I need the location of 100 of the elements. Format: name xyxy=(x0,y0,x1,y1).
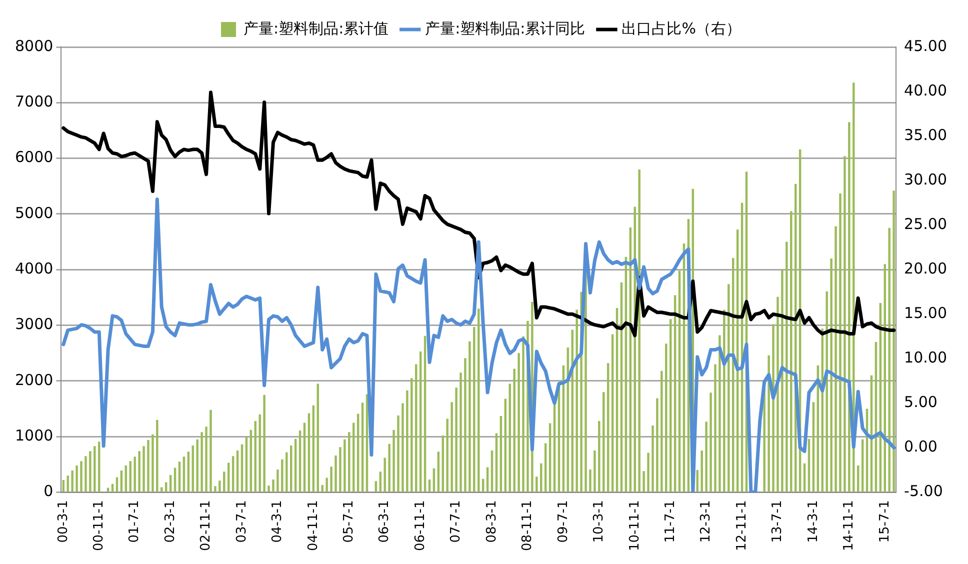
y-tick-label: 6000 xyxy=(14,148,54,166)
bar xyxy=(410,378,413,492)
y2-tick-label: 15.00 xyxy=(904,304,948,322)
y2-tick-label: 0.00 xyxy=(904,438,938,456)
bar xyxy=(406,390,408,492)
bar xyxy=(402,403,404,492)
y-tick-label: 5000 xyxy=(14,204,54,222)
x-tick-label: 14-11-1 xyxy=(842,500,857,552)
x-tick-label: 06-11-1 xyxy=(412,500,428,552)
y2-tick-label: 30.00 xyxy=(904,170,948,188)
bar xyxy=(281,459,284,492)
x-tick-label: 00-11-1 xyxy=(92,500,106,552)
bar xyxy=(147,440,150,492)
y-tick-label: 2000 xyxy=(14,370,54,389)
bar xyxy=(210,410,212,492)
bar xyxy=(602,392,605,492)
bar xyxy=(169,475,172,492)
bar xyxy=(468,341,471,492)
bar xyxy=(437,452,440,492)
bar xyxy=(790,211,792,492)
bar xyxy=(518,353,520,492)
bar xyxy=(508,384,511,492)
bar xyxy=(705,422,708,492)
bar xyxy=(71,470,74,492)
bar xyxy=(388,444,390,492)
legend-label: 产量:塑料制品:累计同比 xyxy=(425,19,586,38)
bar xyxy=(152,434,154,492)
bar xyxy=(536,476,538,492)
x-tick-label: 09-7-1 xyxy=(556,500,571,543)
bar xyxy=(308,413,310,492)
bar xyxy=(223,472,226,492)
bar xyxy=(656,398,658,492)
legend-label: 出口占比%（右） xyxy=(622,19,741,38)
bar xyxy=(178,462,181,492)
bar xyxy=(642,471,645,492)
x-tick-label: 02-11-1 xyxy=(198,500,214,552)
x-tick-label: 05-7-1 xyxy=(342,500,357,543)
bar xyxy=(312,405,315,492)
bar xyxy=(263,394,266,492)
bar xyxy=(232,456,234,492)
bar xyxy=(490,450,494,492)
bar xyxy=(326,478,328,492)
bar xyxy=(245,436,248,492)
bar xyxy=(272,479,274,492)
bar xyxy=(348,432,350,492)
x-tick-label: 15-7-1 xyxy=(877,500,892,543)
bar xyxy=(182,456,186,492)
bar xyxy=(334,456,337,492)
x-tick-label: 10-3-1 xyxy=(592,500,607,543)
bar xyxy=(339,447,342,492)
bar xyxy=(844,156,846,492)
bar xyxy=(486,467,489,492)
bar xyxy=(464,358,466,492)
bar xyxy=(700,450,703,492)
x-tick-label: 00-3-1 xyxy=(56,500,71,543)
y-tick-label: 3000 xyxy=(14,315,54,334)
bar xyxy=(84,456,87,492)
y2-tick-label: 20.00 xyxy=(904,260,948,278)
y-tick-label: 4000 xyxy=(14,260,54,278)
bar xyxy=(290,446,292,492)
y2-tick-label: 35.00 xyxy=(904,126,948,144)
bar xyxy=(652,425,654,492)
bar xyxy=(786,242,788,492)
bar xyxy=(714,364,716,492)
bar xyxy=(164,482,168,492)
y-tick-label: 8000 xyxy=(14,36,54,55)
bar xyxy=(718,335,721,492)
bar xyxy=(856,466,860,492)
y2-tick-label: 5.00 xyxy=(904,393,938,412)
bar xyxy=(522,336,524,492)
bar xyxy=(89,451,92,492)
bar xyxy=(696,470,698,492)
bar xyxy=(781,270,784,492)
bar xyxy=(460,372,462,492)
bar xyxy=(361,402,364,492)
bar xyxy=(888,228,890,492)
x-tick-label: 10-11-1 xyxy=(627,500,642,552)
bar xyxy=(839,193,842,492)
bar xyxy=(321,485,324,492)
bar xyxy=(442,435,444,492)
bar xyxy=(66,476,69,492)
bar xyxy=(723,310,726,492)
bar xyxy=(286,452,288,492)
bar xyxy=(276,469,279,492)
bar xyxy=(116,477,118,492)
bar xyxy=(598,421,600,492)
y2-tick-label: 45.00 xyxy=(904,36,948,55)
bar xyxy=(120,470,123,492)
x-tick-label: 07-7-1 xyxy=(448,500,464,543)
bar xyxy=(352,422,355,492)
bar xyxy=(205,426,208,492)
y2-tick-label: -5.00 xyxy=(904,482,943,500)
bar xyxy=(446,418,448,492)
bar xyxy=(500,416,502,492)
y2-tick-label: 10.00 xyxy=(904,348,948,367)
bar xyxy=(830,258,832,492)
x-tick-label: 02-3-1 xyxy=(162,500,178,543)
bar xyxy=(892,190,895,492)
bar xyxy=(303,422,306,492)
legend-label: 产量:塑料制品:累计值 xyxy=(244,19,389,38)
